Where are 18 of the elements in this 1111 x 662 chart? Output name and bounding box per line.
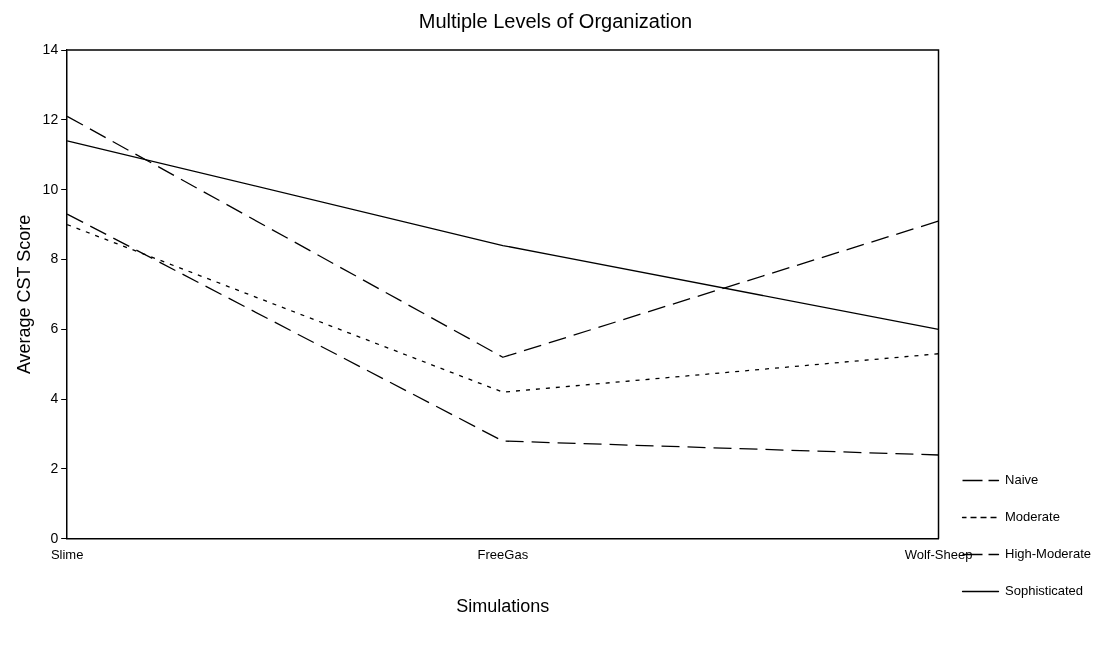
x-axis-title: Simulations bbox=[456, 596, 550, 617]
y-tick-label: 6 bbox=[50, 320, 59, 337]
y-tick-label: 4 bbox=[50, 390, 59, 406]
y-tick-label: 10 bbox=[42, 180, 59, 197]
legend-label: Sophisticated bbox=[1005, 583, 1084, 599]
y-tick-label: 14 bbox=[42, 40, 59, 57]
y-tick-label: 8 bbox=[50, 250, 59, 267]
y-axis-title: Average CST Score bbox=[13, 214, 34, 375]
x-tick-label: Slime bbox=[50, 547, 84, 563]
y-tick-label: 12 bbox=[42, 110, 59, 127]
legend-label: Moderate bbox=[1005, 509, 1060, 525]
legend-label: Naive bbox=[1005, 472, 1039, 488]
x-tick-label: Wolf-Sheep bbox=[904, 547, 973, 563]
chart-title: Multiple Levels of Organization bbox=[418, 9, 693, 32]
y-tick-label: 2 bbox=[50, 459, 59, 476]
legend-label: High-Moderate bbox=[1005, 546, 1092, 562]
y-tick-label: 0 bbox=[50, 529, 59, 546]
x-tick-label: FreeGas bbox=[477, 547, 529, 563]
